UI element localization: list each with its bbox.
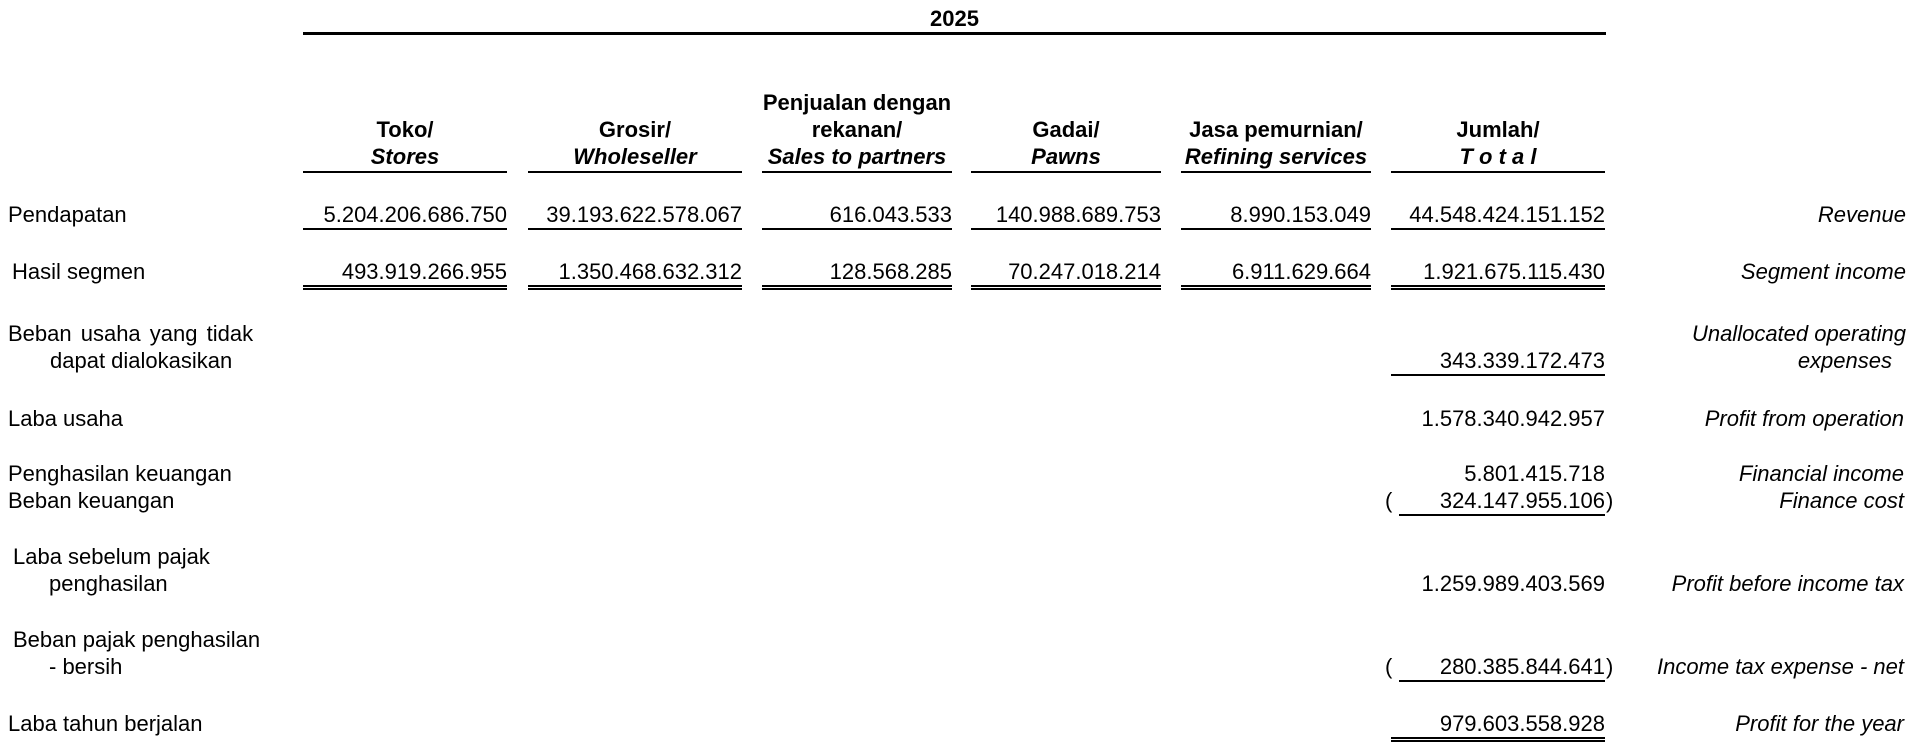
- unallocated-total: 343.339.172.473: [1391, 347, 1605, 376]
- finance-cost-label: Beban keuangan: [8, 488, 175, 513]
- segment-income-pawns: 70.247.018.214: [971, 258, 1161, 290]
- segment-income-total: 1.921.675.115.430: [1391, 258, 1605, 290]
- financial-income-label: Penghasilan keuangan: [8, 461, 232, 486]
- segment-income-stores: 493.919.266.955: [303, 258, 507, 290]
- revenue-pawns: 140.988.689.753: [971, 201, 1161, 230]
- revenue-refining: 8.990.153.049: [1181, 201, 1371, 230]
- revenue-total: 44.548.424.151.152: [1391, 201, 1605, 230]
- profit-before-tax-label-en: Profit before income tax: [1671, 571, 1904, 596]
- finance-cost-total: 324.147.955.106: [1399, 487, 1605, 516]
- revenue-label: Pendapatan: [8, 202, 127, 227]
- column-header-total: Jumlah/ T o t a l: [1391, 116, 1605, 173]
- segment-income-refining: 6.911.629.664: [1181, 258, 1371, 290]
- column-header-refining: Jasa pemurnian/ Refining services: [1181, 116, 1371, 173]
- finance-cost-open-paren: (: [1385, 488, 1393, 513]
- column-header-pawns: Gadai/ Pawns: [971, 116, 1161, 173]
- income-tax-label-en: Income tax expense - net: [1656, 654, 1904, 679]
- year-header: 2025: [303, 6, 1606, 35]
- segment-income-label: Hasil segmen: [12, 259, 146, 284]
- unallocated-label: Beban usaha yang tidak dapat dialokasika…: [8, 321, 254, 373]
- profit-before-tax-total: 1.259.989.403.569: [1421, 571, 1605, 596]
- segment-income-partners: 128.568.285: [762, 258, 952, 290]
- revenue-wholeseller: 39.193.622.578.067: [528, 201, 742, 230]
- column-header-wholeseller: Grosir/ Wholeseller: [528, 116, 742, 173]
- finance-cost-close-paren: ): [1606, 488, 1614, 513]
- revenue-label-en: Revenue: [1817, 202, 1906, 227]
- segment-income-wholeseller: 1.350.468.632.312: [528, 258, 742, 290]
- unallocated-label-en: Unallocated operating expenses: [1691, 321, 1906, 373]
- income-tax-open-paren: (: [1385, 654, 1393, 679]
- profit-operation-label: Laba usaha: [8, 406, 123, 431]
- profit-year-label-en: Profit for the year: [1735, 711, 1904, 736]
- profit-year-total: 979.603.558.928: [1391, 710, 1605, 742]
- column-header-partners: Penjualan dengan rekanan/ Sales to partn…: [762, 89, 952, 173]
- profit-before-tax-label: Laba sebelum pajak penghasilan: [13, 544, 210, 596]
- revenue-stores: 5.204.206.686.750: [303, 201, 507, 230]
- segment-income-label-en: Segment income: [1740, 259, 1906, 284]
- profit-operation-label-en: Profit from operation: [1704, 406, 1904, 431]
- income-tax-label: Beban pajak penghasilan - bersih: [13, 627, 261, 679]
- profit-operation-total: 1.578.340.942.957: [1421, 406, 1605, 431]
- finance-cost-label-en: Finance cost: [1779, 488, 1904, 513]
- column-header-stores: Toko/ Stores: [303, 116, 507, 173]
- profit-year-label: Laba tahun berjalan: [8, 711, 203, 736]
- income-tax-total: 280.385.844.641: [1399, 653, 1605, 682]
- financial-income-label-en: Financial income: [1738, 461, 1904, 486]
- revenue-partners: 616.043.533: [762, 201, 952, 230]
- income-tax-close-paren: ): [1606, 654, 1614, 679]
- financial-income-total: 5.801.415.718: [1464, 461, 1605, 486]
